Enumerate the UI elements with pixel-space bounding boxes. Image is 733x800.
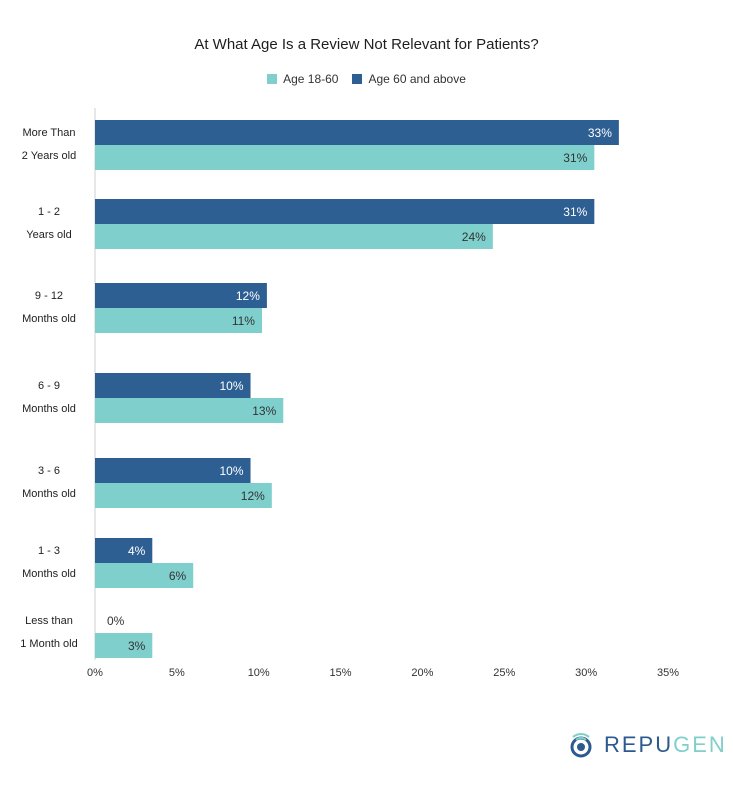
x-tick-label: 20% xyxy=(411,667,433,679)
legend-item-age-60-above: Age 60 and above xyxy=(352,72,466,86)
x-tick-label: 30% xyxy=(575,667,597,679)
x-tick-label: 25% xyxy=(493,667,515,679)
data-label: 12% xyxy=(236,289,260,303)
x-tick-label: 0% xyxy=(87,667,103,679)
category-label: More Than xyxy=(23,127,76,139)
category-label: Months old xyxy=(22,568,76,580)
category-label: 1 Month old xyxy=(20,638,77,650)
data-label: 11% xyxy=(232,314,255,328)
data-label: 6% xyxy=(169,569,187,583)
bar xyxy=(95,120,619,145)
bar xyxy=(95,538,153,563)
bar xyxy=(95,458,251,483)
category-label: Years old xyxy=(26,229,71,241)
category-label: Less than xyxy=(25,615,73,627)
category-label: 6 - 9 xyxy=(38,380,60,392)
category-label: 2 Years old xyxy=(22,150,76,162)
bar xyxy=(95,483,272,508)
legend-swatch-age-60-above xyxy=(352,74,363,84)
bar-chart: 0% 5% 10% 15% 20% 25% 30% 35% More Than 2 Years o… xyxy=(20,108,679,679)
data-label: 4% xyxy=(128,544,146,558)
category-label: 1 - 3 xyxy=(38,545,60,557)
legend-swatch-age-18-60 xyxy=(267,74,278,84)
bar xyxy=(95,373,251,398)
category-label: Months old xyxy=(22,313,76,325)
category-label: Months old xyxy=(22,488,76,500)
x-tick-label: 5% xyxy=(169,667,185,679)
chart-title: At What Age Is a Review Not Relevant for… xyxy=(194,36,539,53)
legend-label-age-60-above: Age 60 and above xyxy=(368,72,466,86)
category-label: Months old xyxy=(22,403,76,415)
bar xyxy=(95,283,267,308)
legend-item-age-18-60: Age 18-60 xyxy=(267,72,338,86)
data-label: 10% xyxy=(219,379,243,393)
category-label: 9 - 12 xyxy=(35,290,63,302)
legend-label-age-18-60: Age 18-60 xyxy=(283,72,339,86)
data-label: 13% xyxy=(252,404,276,418)
bar xyxy=(95,308,262,333)
bar xyxy=(95,398,284,423)
data-label: 10% xyxy=(219,464,243,478)
category-label: 3 - 6 xyxy=(38,465,60,477)
repugen-logo: REPUGEN xyxy=(566,730,727,760)
legend: Age 18-60 Age 60 and above xyxy=(0,72,733,86)
data-label: 31% xyxy=(563,205,587,219)
bar xyxy=(95,224,493,249)
data-label: 3% xyxy=(128,639,146,653)
bar xyxy=(95,199,595,224)
data-label: 33% xyxy=(588,126,612,140)
bar xyxy=(95,145,595,170)
repugen-logo-icon xyxy=(570,733,592,758)
bar xyxy=(95,633,153,658)
data-label: 31% xyxy=(563,151,587,165)
x-tick-label: 35% xyxy=(657,667,679,679)
repugen-logo-text: REPUGEN xyxy=(604,732,727,757)
x-tick-label: 10% xyxy=(248,667,270,679)
data-label: 12% xyxy=(241,489,265,503)
category-label: 1 - 2 xyxy=(38,206,60,218)
bar xyxy=(95,563,194,588)
x-tick-label: 15% xyxy=(330,667,352,679)
data-label: 0% xyxy=(107,614,125,628)
data-label: 24% xyxy=(462,230,486,244)
